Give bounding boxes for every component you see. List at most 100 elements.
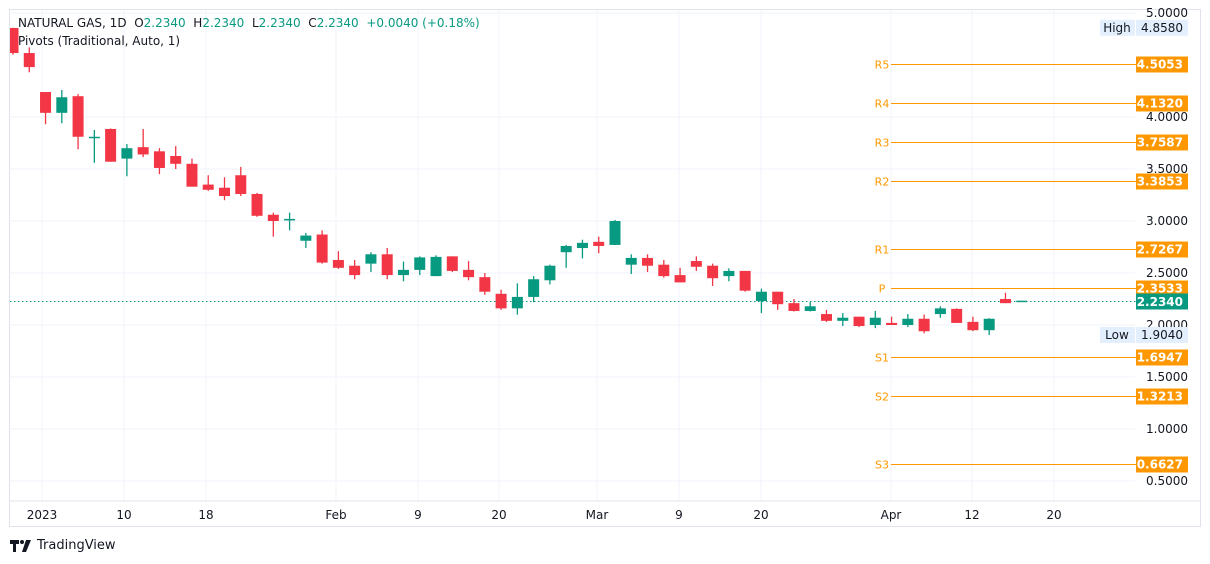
candle[interactable] (918, 314, 930, 334)
candle[interactable] (642, 254, 654, 272)
candle[interactable] (40, 92, 52, 125)
candle[interactable] (707, 263, 719, 286)
x-tick-label: 9 (675, 508, 683, 522)
candle[interactable] (170, 146, 182, 169)
candle[interactable] (219, 177, 231, 201)
candle[interactable] (495, 289, 507, 310)
y-tick-label: 2.5000 (1146, 266, 1188, 280)
candle[interactable] (381, 248, 393, 280)
candle-body (1016, 300, 1028, 303)
candle-body (544, 265, 556, 281)
candle[interactable] (902, 314, 914, 328)
candle[interactable] (105, 128, 117, 162)
candle[interactable] (755, 288, 767, 314)
candle[interactable] (951, 308, 963, 323)
y-tick-label: 3.5000 (1146, 162, 1188, 176)
candle[interactable] (609, 219, 621, 245)
candle[interactable] (853, 316, 865, 328)
candle[interactable] (723, 268, 735, 282)
candle[interactable] (202, 175, 214, 191)
symbol-name[interactable]: NATURAL GAS, 1D (18, 16, 127, 30)
candle[interactable] (186, 158, 198, 187)
candle[interactable] (528, 276, 540, 303)
candle-body (707, 265, 719, 279)
candle[interactable] (658, 260, 670, 278)
candle[interactable] (56, 89, 68, 124)
candle[interactable] (788, 299, 800, 312)
candle[interactable] (267, 212, 279, 237)
candle[interactable] (349, 260, 361, 280)
candle-body (609, 221, 621, 245)
tradingview-logo[interactable]: TradingView (10, 538, 116, 553)
candle[interactable] (88, 130, 100, 163)
low-label: Low (1105, 328, 1129, 342)
y-tick-label: 1.0000 (1146, 422, 1188, 436)
candle[interactable] (739, 270, 751, 292)
candle[interactable] (10, 27, 19, 55)
candle[interactable] (886, 316, 898, 325)
x-tick-label: 18 (198, 508, 213, 522)
candle[interactable] (544, 264, 556, 285)
low-label-badge (1100, 326, 1135, 343)
candle-body (105, 128, 117, 162)
candle[interactable] (446, 256, 458, 272)
candle[interactable] (316, 230, 328, 264)
candle-body (170, 156, 182, 164)
candle[interactable] (72, 94, 84, 150)
y-tick-label: 3.0000 (1146, 214, 1188, 228)
candle[interactable] (153, 148, 165, 175)
candle-body (332, 260, 344, 268)
candle[interactable] (137, 128, 149, 158)
candle[interactable] (983, 318, 995, 335)
candle[interactable] (397, 261, 409, 282)
candle[interactable] (999, 292, 1011, 304)
candle[interactable] (934, 306, 946, 318)
pivot-label-r4: R4 (875, 98, 890, 111)
x-tick-label: 10 (116, 508, 131, 522)
indicator-legend[interactable]: Pivots (Traditional, Auto, 1) (18, 34, 181, 48)
candle-body (202, 184, 214, 190)
candle[interactable] (625, 254, 637, 275)
candle[interactable] (674, 267, 686, 283)
last-price-badge (1136, 293, 1188, 310)
candle[interactable] (463, 261, 475, 281)
candle-body (40, 92, 52, 113)
candle[interactable] (235, 166, 247, 197)
candle-body (821, 314, 832, 321)
pivot-label-r5: R5 (875, 59, 890, 72)
candle[interactable] (300, 232, 312, 249)
candle[interactable] (967, 316, 979, 332)
x-tick-label: 2023 (27, 508, 58, 522)
pivot-label-s1: S1 (875, 352, 889, 365)
candle[interactable] (23, 47, 35, 73)
candle-body (446, 256, 458, 271)
candle[interactable] (430, 255, 442, 277)
candle[interactable] (251, 192, 263, 217)
candle[interactable] (837, 313, 849, 327)
candle[interactable] (576, 239, 588, 259)
candle-body (918, 318, 930, 332)
brand-name: TradingView (37, 538, 116, 553)
candle[interactable] (365, 252, 377, 272)
candle[interactable] (690, 256, 702, 271)
candle[interactable] (821, 309, 832, 322)
x-tick-label: 20 (1046, 508, 1061, 522)
candle-body (804, 306, 816, 311)
candle[interactable] (479, 273, 491, 295)
candle[interactable] (869, 310, 881, 329)
candle[interactable] (414, 256, 426, 276)
candle[interactable] (772, 291, 784, 310)
candle-body (593, 241, 605, 246)
candle[interactable] (1016, 300, 1028, 303)
candle[interactable] (804, 302, 816, 312)
candle[interactable] (593, 236, 605, 254)
candle[interactable] (332, 251, 344, 269)
candle[interactable] (121, 144, 133, 177)
candle-body (414, 257, 426, 270)
candle[interactable] (560, 244, 572, 268)
pivot-price-badge (1136, 56, 1188, 73)
candle[interactable] (511, 283, 523, 315)
candle-body (137, 147, 149, 155)
candle[interactable] (284, 212, 296, 231)
